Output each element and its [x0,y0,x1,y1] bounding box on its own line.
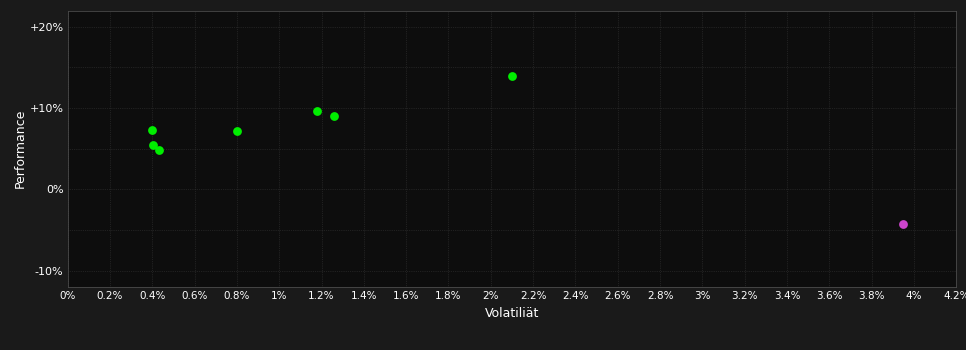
Point [145,127,160,133]
Point [309,108,325,114]
Point [146,142,161,147]
Point [504,73,520,78]
Point [895,221,911,226]
Point [151,147,166,152]
Point [229,128,244,134]
Y-axis label: Performance: Performance [14,109,26,188]
Point [327,113,342,119]
X-axis label: Volatiliät: Volatiliät [485,307,539,320]
